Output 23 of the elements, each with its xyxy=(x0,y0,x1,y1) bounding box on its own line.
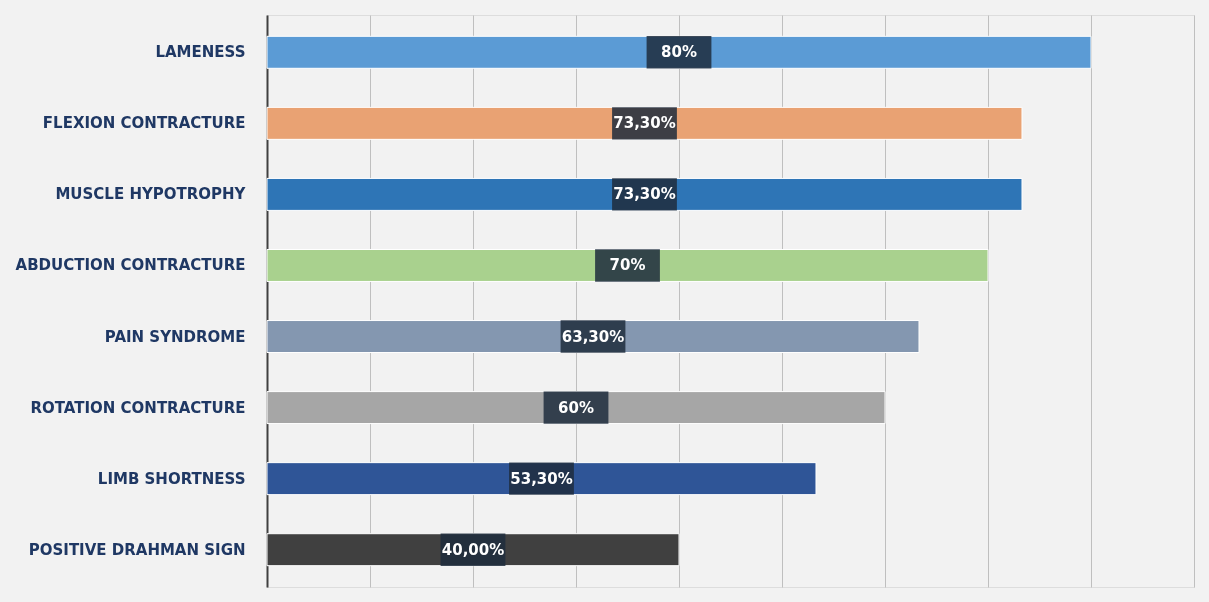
bar xyxy=(266,462,817,496)
data-label: 53,30% xyxy=(510,469,573,488)
bar xyxy=(266,35,1092,69)
data-label: 73,30% xyxy=(613,185,676,204)
data-label: 73,30% xyxy=(613,114,676,133)
y-tick-label: LAMENESS xyxy=(155,43,246,62)
y-tick-label: POSITIVE DRAHMAN SIGN xyxy=(28,540,246,559)
bar xyxy=(266,248,989,282)
y-tick-label: PAIN SYNDROME xyxy=(104,327,246,346)
bar xyxy=(266,391,886,425)
y-tick-label: MUSCLE HYPOTROPHY xyxy=(55,185,247,204)
bar xyxy=(266,320,920,354)
bar xyxy=(266,177,1023,211)
data-label: 80% xyxy=(661,43,697,62)
y-tick-label: ABDUCTION CONTRACTURE xyxy=(15,256,246,275)
data-label: 63,30% xyxy=(561,327,625,346)
data-label: 70% xyxy=(609,256,646,275)
y-tick-label: LIMB SHORTNESS xyxy=(97,469,246,488)
y-tick-label: ROTATION CONTRACTURE xyxy=(30,398,246,417)
data-label: 60% xyxy=(558,398,594,417)
bar xyxy=(266,106,1023,140)
data-label: 40,00% xyxy=(441,540,505,559)
y-tick-label: FLEXION CONTRACTURE xyxy=(42,114,246,133)
